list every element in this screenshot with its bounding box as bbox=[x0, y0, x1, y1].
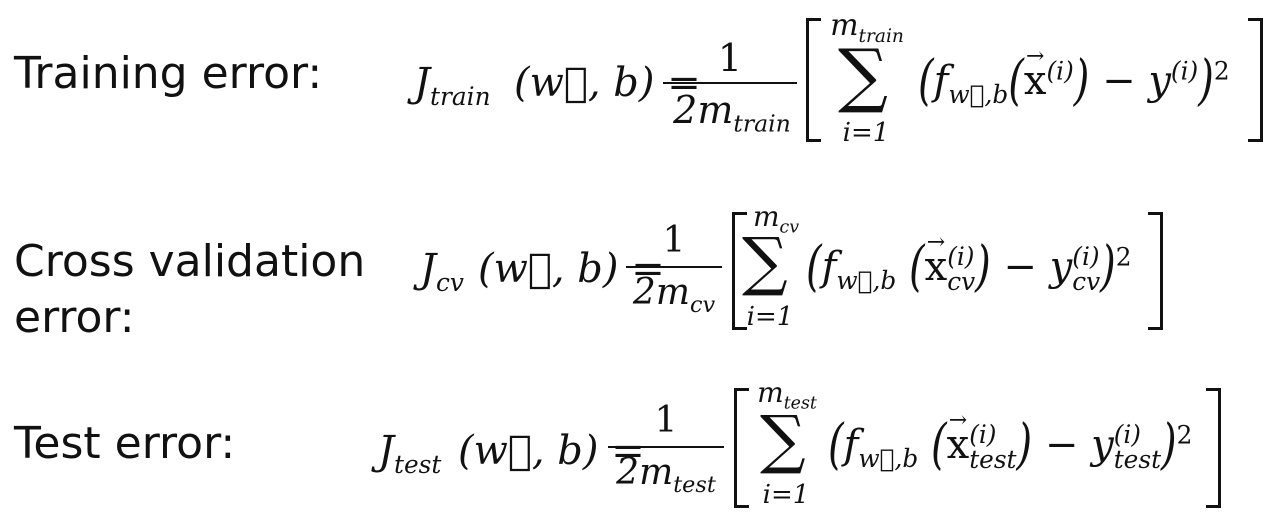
test-right-bracket bbox=[1206, 388, 1221, 508]
cv-fraction-numerator: 1 bbox=[662, 220, 686, 261]
test-summand: (fw⃗,b (→ x (i) test) − y (i) test)2 bbox=[828, 408, 1193, 477]
train-right-bracket bbox=[1248, 18, 1263, 142]
test-sum-lower-limit: i=1 bbox=[762, 480, 810, 510]
test-fraction-numerator: 1 bbox=[654, 400, 678, 441]
test-error-row: Test error: Jtest (w⃗, b) = 1 2mtest mte… bbox=[0, 370, 1277, 520]
train-sum-upper-limit: mtrain bbox=[830, 8, 904, 47]
j-test-args: (w⃗, b) = bbox=[458, 428, 645, 474]
cv-sum-lower-limit: i=1 bbox=[746, 302, 794, 332]
j-cv-symbol: Jcv bbox=[420, 246, 464, 297]
test-x-vector: → x bbox=[946, 408, 970, 468]
test-summation-symbol: ∑ bbox=[760, 403, 806, 477]
test-error-label: Test error: bbox=[14, 418, 236, 469]
train-summand: (fw⃗,b(→ x(i)) − y(i))2 bbox=[918, 44, 1230, 113]
training-error-label: Training error: bbox=[14, 48, 323, 99]
test-fraction-bar bbox=[608, 446, 724, 448]
train-fraction-bar bbox=[663, 82, 797, 84]
cv-right-bracket bbox=[1148, 212, 1163, 330]
training-error-row: Training error: Jtrain (w⃗, b) = 1 2mtra… bbox=[0, 0, 1277, 160]
train-x-vector: → x bbox=[1023, 44, 1047, 104]
test-left-bracket bbox=[734, 388, 749, 508]
train-summation-symbol: ∑ bbox=[838, 34, 888, 116]
cv-summation-symbol: ∑ bbox=[742, 225, 788, 299]
test-sum-upper-limit: mtest bbox=[757, 376, 817, 414]
cv-summand: (fw⃗,b (→ x (i) cv) − y (i) cv)2 bbox=[806, 230, 1132, 299]
cv-error-row: Cross validation error: Jcv (w⃗, b) = 1 … bbox=[0, 190, 1277, 350]
train-sum-lower-limit: i=1 bbox=[842, 118, 890, 148]
cv-error-label-line2: error: bbox=[14, 292, 135, 343]
cv-left-bracket bbox=[732, 212, 747, 330]
j-test-symbol: Jtest bbox=[378, 428, 442, 479]
train-fraction-numerator: 1 bbox=[717, 36, 743, 80]
cv-fraction-denominator: 2mcv bbox=[632, 272, 716, 319]
test-fraction-denominator: 2mtest bbox=[616, 452, 716, 499]
j-train-symbol: Jtrain bbox=[414, 60, 491, 111]
j-cv-args: (w⃗, b) = bbox=[478, 246, 665, 292]
cv-x-vector: → x bbox=[924, 230, 948, 290]
cv-sum-upper-limit: mcv bbox=[752, 200, 800, 238]
cv-fraction-bar bbox=[626, 266, 722, 268]
train-fraction-denominator: 2mtrain bbox=[673, 88, 791, 138]
cv-error-label-line1: Cross validation bbox=[14, 236, 366, 287]
train-left-bracket bbox=[806, 18, 821, 142]
